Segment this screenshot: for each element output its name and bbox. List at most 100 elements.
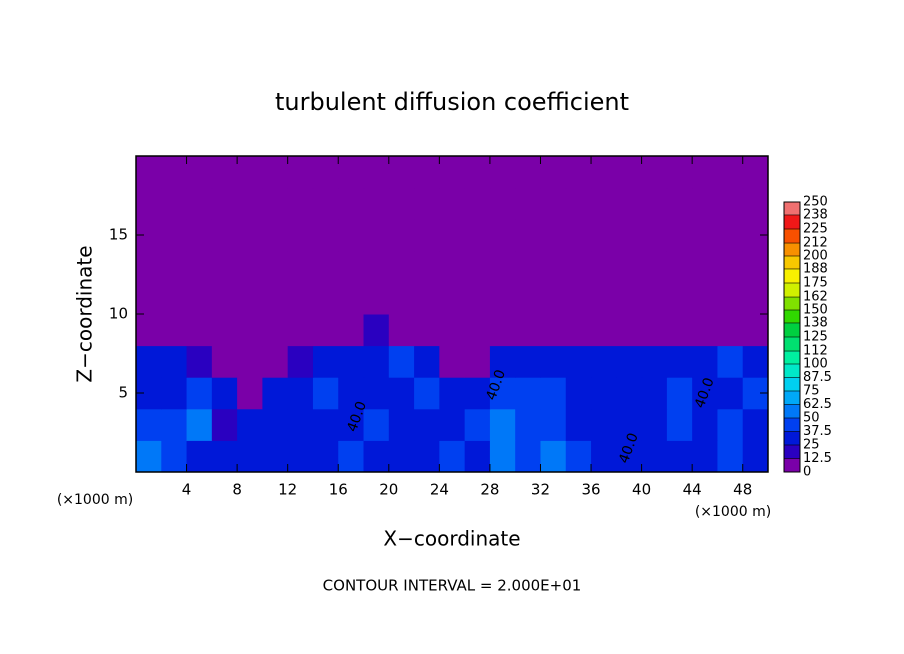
cell: [211, 219, 238, 252]
cell: [388, 219, 415, 252]
colorbar-label: 0: [803, 465, 811, 480]
colorbar-label: 175: [803, 276, 828, 291]
cell: [616, 408, 643, 441]
cell: [515, 156, 541, 189]
cell: [540, 408, 567, 441]
cell: [237, 440, 263, 473]
cell: [211, 314, 238, 347]
cell: [136, 314, 162, 347]
cell: [692, 314, 718, 347]
cell: [666, 156, 693, 189]
cell: [262, 282, 289, 315]
cell: [262, 314, 289, 347]
cell: [363, 408, 390, 441]
cell: [161, 314, 188, 347]
colorbar-swatch: [784, 256, 800, 269]
cell: [439, 440, 466, 473]
cell: [742, 156, 769, 189]
cell: [363, 440, 390, 473]
cell: [641, 219, 668, 252]
cell: [742, 408, 769, 441]
colorbar-label: 112: [803, 344, 828, 359]
colorbar-swatch: [784, 445, 800, 459]
cell: [591, 314, 617, 347]
cell: [388, 314, 415, 347]
cell: [186, 377, 213, 410]
cell: [312, 156, 339, 189]
x-tick-label: 24: [430, 481, 449, 499]
colorbar-swatch: [784, 458, 800, 472]
colorbar-swatch: [784, 404, 800, 418]
cell: [565, 440, 592, 473]
cell: [515, 282, 541, 315]
colorbar-swatch: [784, 202, 800, 215]
cell: [136, 250, 162, 283]
colorbar-label: 150: [803, 303, 828, 318]
cell: [287, 377, 314, 410]
cell: [287, 187, 314, 220]
cell: [388, 282, 415, 315]
cell: [186, 187, 213, 220]
cell: [287, 345, 314, 378]
cell: [591, 187, 617, 220]
cell: [489, 187, 516, 220]
x-tick-label: 32: [531, 481, 550, 499]
cell: [338, 219, 365, 252]
cell: [414, 187, 440, 220]
cell: [489, 219, 516, 252]
cell: [565, 156, 592, 189]
x-tick-label: 8: [232, 481, 242, 499]
cell: [287, 440, 314, 473]
cell: [515, 314, 541, 347]
cell: [616, 187, 643, 220]
x-tick-label: 44: [683, 481, 702, 499]
x-unit-label: (×1000 m): [57, 492, 133, 508]
cell: [338, 282, 365, 315]
cell: [540, 156, 567, 189]
cell: [186, 219, 213, 252]
cell: [666, 345, 693, 378]
cell: [363, 377, 390, 410]
colorbar-label: 250: [803, 195, 828, 210]
cell: [692, 219, 718, 252]
colorbar-label: 50: [803, 411, 820, 426]
cell: [211, 187, 238, 220]
colorbar-label: 238: [803, 207, 828, 222]
cell: [186, 314, 213, 347]
colorbar-label: 200: [803, 249, 828, 264]
cell: [161, 187, 188, 220]
cell: [641, 250, 668, 283]
cell: [565, 345, 592, 378]
cell: [262, 250, 289, 283]
cell: [666, 250, 693, 283]
cell: [161, 377, 188, 410]
cell: [414, 156, 440, 189]
cell: [692, 282, 718, 315]
cell: [237, 345, 263, 378]
cell: [262, 440, 289, 473]
cell: [338, 345, 365, 378]
cell: [489, 156, 516, 189]
cell: [565, 377, 592, 410]
colorbar-label: 75: [803, 384, 820, 399]
colorbar-swatch: [784, 322, 800, 337]
x-tick-label: 4: [182, 481, 192, 499]
x-tick-label: 20: [379, 481, 398, 499]
cell: [742, 440, 769, 473]
cell: [489, 250, 516, 283]
cell: [464, 314, 491, 347]
cell: [464, 282, 491, 315]
y-tick-label: 15: [109, 226, 128, 244]
cell: [211, 408, 238, 441]
x-tick-label: 40: [632, 481, 651, 499]
chart-title: turbulent diffusion coefficient: [275, 88, 629, 116]
cell: [717, 314, 744, 347]
colorbar-label: 188: [803, 261, 828, 276]
cell: [515, 440, 541, 473]
colorbar-swatch: [784, 391, 800, 405]
cell: [641, 345, 668, 378]
cell: [287, 250, 314, 283]
cell: [388, 156, 415, 189]
cell: [262, 408, 289, 441]
